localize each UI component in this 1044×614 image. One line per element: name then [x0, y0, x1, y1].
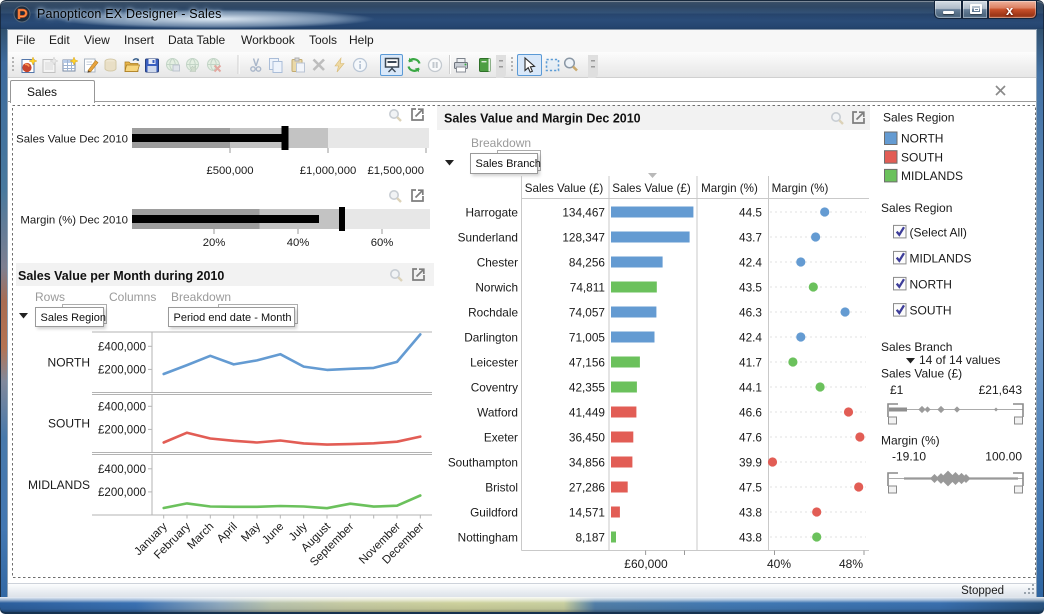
svg-text:39.9: 39.9 — [739, 455, 762, 469]
svg-text:£1,000,000: £1,000,000 — [300, 165, 357, 177]
svg-text:Norwich: Norwich — [475, 280, 518, 294]
svg-text:36,450: 36,450 — [569, 430, 606, 444]
svg-text:47,156: 47,156 — [569, 355, 606, 369]
svg-text:£21,643: £21,643 — [979, 383, 1023, 397]
svg-text:MIDLANDS: MIDLANDS — [910, 251, 972, 265]
svg-text:Columns: Columns — [109, 290, 156, 304]
svg-text:SOUTH: SOUTH — [910, 304, 952, 318]
svg-text:£60,000: £60,000 — [624, 557, 668, 571]
svg-text:Nottingham: Nottingham — [458, 530, 518, 544]
svg-text:Margin (%): Margin (%) — [881, 433, 940, 447]
svg-text:41.7: 41.7 — [739, 355, 762, 369]
svg-text:46.6: 46.6 — [739, 405, 762, 419]
svg-text:Sales Region: Sales Region — [883, 111, 954, 125]
svg-text:Sales Value per Month during 2: Sales Value per Month during 2010 — [18, 269, 224, 283]
svg-text:14,571: 14,571 — [569, 505, 605, 519]
svg-text:£400,000: £400,000 — [98, 464, 146, 476]
svg-text:43.7: 43.7 — [739, 230, 762, 244]
svg-text:128,347: 128,347 — [562, 230, 605, 244]
svg-text:100.00: 100.00 — [985, 449, 1022, 463]
svg-text:8,187: 8,187 — [575, 530, 605, 544]
svg-text:June: June — [260, 521, 286, 547]
svg-text:Sales Value and Margin Dec 201: Sales Value and Margin Dec 2010 — [444, 112, 641, 126]
svg-text:43.8: 43.8 — [739, 505, 762, 519]
svg-text:MIDLANDS: MIDLANDS — [28, 478, 90, 492]
svg-text:-19.10: -19.10 — [892, 449, 926, 463]
svg-text:£200,000: £200,000 — [98, 424, 146, 436]
svg-text:NORTH: NORTH — [910, 277, 952, 291]
svg-text:SOUTH: SOUTH — [48, 417, 90, 431]
svg-text:60%: 60% — [371, 237, 394, 249]
svg-text:£1,500,000: £1,500,000 — [367, 165, 424, 177]
svg-text:Sunderland: Sunderland — [458, 230, 518, 244]
svg-text:MIDLANDS: MIDLANDS — [901, 169, 963, 183]
svg-text:40%: 40% — [767, 557, 791, 571]
svg-text:NORTH: NORTH — [48, 355, 90, 369]
svg-text:84,256: 84,256 — [569, 255, 606, 269]
svg-text:May: May — [239, 520, 263, 544]
svg-text:April: April — [215, 521, 240, 546]
svg-text:47.6: 47.6 — [739, 430, 762, 444]
svg-text:74,811: 74,811 — [570, 280, 605, 294]
svg-text:Margin (%): Margin (%) — [772, 182, 829, 195]
svg-text:Rochdale: Rochdale — [468, 305, 518, 319]
svg-text:SOUTH: SOUTH — [901, 150, 943, 164]
svg-text:40%: 40% — [287, 237, 310, 249]
svg-text:Leicester: Leicester — [470, 355, 518, 369]
svg-text:Harrogate: Harrogate — [466, 205, 519, 219]
svg-text:14 of 14 values: 14 of 14 values — [919, 353, 1000, 367]
svg-text:34,856: 34,856 — [569, 455, 606, 469]
svg-text:42.4: 42.4 — [739, 255, 762, 269]
svg-text:44.1: 44.1 — [739, 380, 762, 394]
svg-text:74,057: 74,057 — [569, 305, 605, 319]
svg-text:41,449: 41,449 — [569, 405, 605, 419]
svg-text:Guildford: Guildford — [470, 505, 518, 519]
svg-text:Sales Value (£): Sales Value (£) — [612, 182, 691, 195]
svg-text:71,005: 71,005 — [569, 330, 606, 344]
svg-text:Darlington: Darlington — [464, 330, 518, 344]
svg-text:March: March — [185, 521, 216, 552]
svg-text:27,286: 27,286 — [569, 480, 606, 494]
svg-text:Breakdown: Breakdown — [471, 136, 531, 150]
svg-text:Bristol: Bristol — [485, 480, 518, 494]
svg-text:43.5: 43.5 — [739, 280, 762, 294]
svg-text:42,355: 42,355 — [569, 380, 606, 394]
svg-text:Chester: Chester — [477, 255, 518, 269]
svg-text:20%: 20% — [203, 237, 226, 249]
svg-text:43.8: 43.8 — [739, 530, 762, 544]
svg-text:48%: 48% — [839, 557, 863, 571]
svg-text:Rows: Rows — [35, 290, 65, 304]
svg-text:Southampton: Southampton — [448, 455, 518, 469]
svg-text:Sales Value Dec 2010: Sales Value Dec 2010 — [16, 134, 128, 146]
svg-text:42.4: 42.4 — [739, 330, 762, 344]
svg-text:£1: £1 — [890, 383, 904, 397]
svg-text:Watford: Watford — [477, 405, 518, 419]
svg-text:Margin (%) Dec 2010: Margin (%) Dec 2010 — [20, 215, 128, 227]
svg-text:£200,000: £200,000 — [98, 487, 146, 499]
svg-text:(Select All): (Select All) — [910, 225, 967, 239]
svg-text:44.5: 44.5 — [739, 205, 762, 219]
svg-text:£400,000: £400,000 — [98, 341, 146, 353]
svg-text:Sales Value (£): Sales Value (£) — [881, 367, 962, 381]
svg-text:Sales Branch: Sales Branch — [881, 340, 952, 354]
svg-text:Sales Region: Sales Region — [881, 201, 952, 215]
svg-text:£500,000: £500,000 — [206, 165, 253, 177]
svg-text:Exeter: Exeter — [484, 430, 518, 444]
svg-text:47.5: 47.5 — [739, 480, 762, 494]
svg-text:Margin (%): Margin (%) — [701, 182, 758, 195]
svg-text:Breakdown: Breakdown — [171, 290, 231, 304]
svg-text:134,467: 134,467 — [562, 205, 605, 219]
svg-text:£200,000: £200,000 — [98, 364, 146, 376]
svg-text:46.3: 46.3 — [739, 305, 762, 319]
svg-text:Coventry: Coventry — [471, 380, 518, 394]
svg-text:Sales Value (£): Sales Value (£) — [525, 182, 604, 195]
svg-text:NORTH: NORTH — [901, 132, 943, 146]
svg-text:£400,000: £400,000 — [98, 401, 146, 413]
